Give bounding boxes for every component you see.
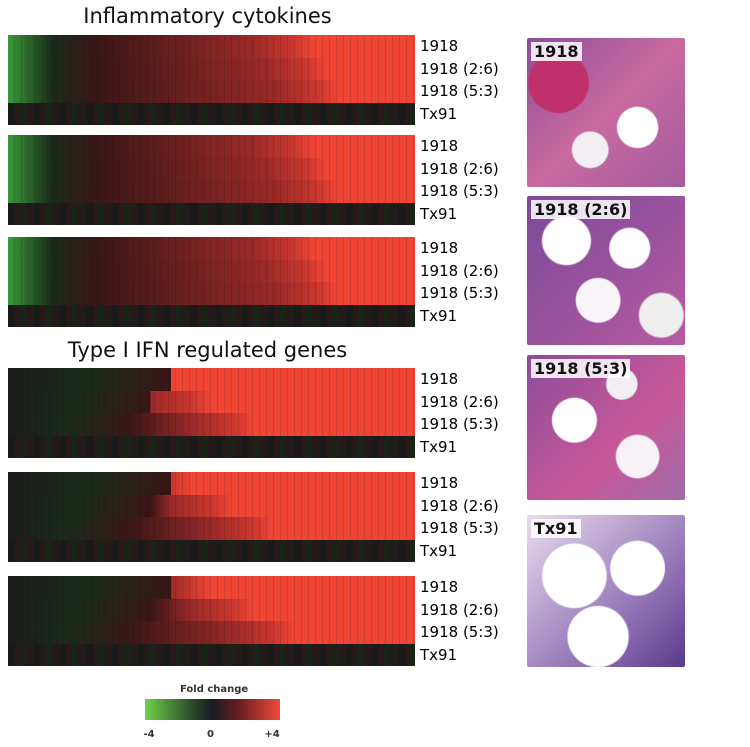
colorbar-title: Fold change	[180, 684, 249, 695]
heatmap-row	[8, 472, 415, 495]
row-label: Tx91	[420, 437, 458, 456]
row-label: 1918 (5:3)	[420, 82, 499, 100]
heatmap	[8, 237, 415, 327]
heatmap-row	[8, 621, 415, 644]
heatmap-row	[8, 539, 415, 562]
heatmap-row	[8, 135, 415, 158]
histology-image: 1918 (2:6)	[527, 196, 685, 345]
row-label: 1918 (2:6)	[420, 392, 499, 411]
heatmap-row	[8, 413, 415, 436]
histology-label: 1918	[531, 42, 582, 61]
row-label: 1918 (5:3)	[420, 415, 499, 433]
row-label: 1918 (2:6)	[420, 600, 499, 619]
row-label: 1918 (5:3)	[420, 284, 499, 302]
row-label: 1918	[420, 474, 459, 492]
heatmap-row	[8, 576, 415, 599]
colorbar	[145, 699, 280, 720]
heatmap	[8, 472, 415, 562]
group-title: Inflammatory cytokines	[83, 4, 332, 28]
heatmap-row	[8, 202, 415, 225]
histology-label: 1918 (5:3)	[531, 359, 631, 378]
heatmap	[8, 135, 415, 225]
heatmap	[8, 368, 415, 458]
heatmap-row	[8, 180, 415, 203]
heatmap-row	[8, 57, 415, 80]
histology-image: Tx91	[527, 515, 685, 667]
row-label: 1918 (5:3)	[420, 623, 499, 641]
group-title: Type I IFN regulated genes	[67, 338, 348, 362]
heatmap-row	[8, 157, 415, 180]
histology-image: 1918 (5:3)	[527, 355, 685, 500]
row-label: 1918	[420, 137, 459, 155]
row-label: 1918	[420, 578, 459, 596]
heatmap-row	[8, 282, 415, 305]
heatmap-row	[8, 259, 415, 282]
heatmap-row	[8, 517, 415, 540]
row-label: 1918 (5:3)	[420, 519, 499, 537]
histology-image: 1918	[527, 38, 685, 187]
heatmap	[8, 576, 415, 666]
row-label: 1918 (2:6)	[420, 261, 499, 280]
heatmap-row	[8, 598, 415, 621]
row-label: 1918	[420, 37, 459, 55]
row-label: 1918	[420, 239, 459, 257]
row-label: 1918 (5:3)	[420, 182, 499, 200]
row-label: 1918	[420, 370, 459, 388]
heatmap-row	[8, 368, 415, 391]
row-label: 1918 (2:6)	[420, 496, 499, 515]
colorbar-tick-label: +4	[264, 729, 280, 740]
heatmap-row	[8, 435, 415, 458]
histology-label: Tx91	[531, 519, 581, 538]
row-label: Tx91	[420, 645, 458, 664]
row-label: 1918 (2:6)	[420, 159, 499, 178]
heatmap-row	[8, 80, 415, 103]
row-label: Tx91	[420, 204, 458, 223]
row-label: Tx91	[420, 306, 458, 325]
row-label: Tx91	[420, 541, 458, 560]
heatmap-row	[8, 237, 415, 260]
heatmap-row	[8, 390, 415, 413]
colorbar-tick-label: 0	[207, 729, 214, 740]
heatmap-row	[8, 304, 415, 327]
colorbar-tick-label: -4	[143, 729, 155, 740]
heatmap-row	[8, 643, 415, 666]
row-label: 1918 (2:6)	[420, 59, 499, 78]
heatmap	[8, 35, 415, 125]
heatmap-row	[8, 102, 415, 125]
row-label: Tx91	[420, 104, 458, 123]
heatmap-row	[8, 35, 415, 58]
heatmap-row	[8, 494, 415, 517]
histology-label: 1918 (2:6)	[531, 200, 631, 219]
